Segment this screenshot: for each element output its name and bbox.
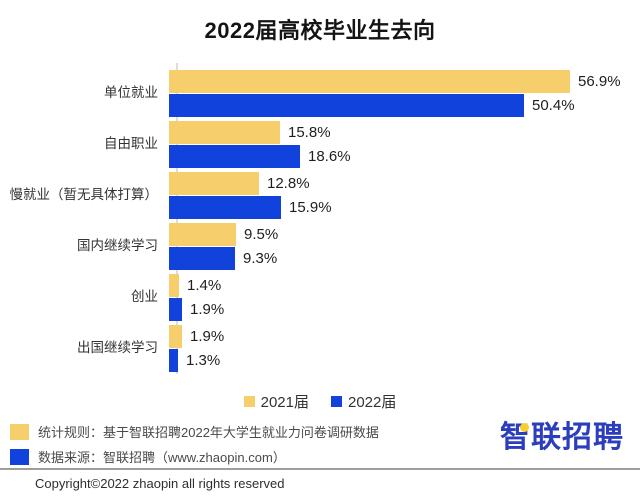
zhaopin-logo: 智联招聘 — [500, 420, 624, 456]
category-label: 国内继续学习 — [77, 238, 158, 254]
legend-item-2022届: 2022届 — [331, 391, 396, 412]
legend-swatch-icon — [331, 396, 342, 407]
value-label: 1.9% — [190, 328, 225, 345]
legend-item-2021届: 2021届 — [243, 391, 309, 412]
value-label: 1.9% — [190, 301, 225, 318]
bar-chart-rows: 单位就业 56.9% 50.4% 自由职业 15.8% 18.6% 慢就业（暂无具体打算） 1… — [0, 70, 640, 372]
zhaopin-logo-text: 智联招聘 — [500, 421, 624, 454]
value-label: 15.9% — [289, 199, 332, 216]
footnote-item: 数据来源：智联招聘（www.zhaopin.com） — [10, 447, 379, 466]
bar-2021届 — [169, 274, 179, 297]
legend-swatch-icon — [243, 396, 255, 407]
chart-title: 2022届高校毕业生去向 — [204, 18, 436, 43]
chart-legend: 2021届 2022届 — [0, 391, 640, 412]
bar-line: 1.3% — [169, 349, 224, 372]
bar-line: 9.5% — [169, 223, 278, 246]
bar-line: 1.9% — [169, 298, 224, 321]
bar-line: 15.8% — [169, 121, 351, 144]
bar-2021届 — [169, 325, 182, 348]
bar-line: 9.3% — [169, 247, 278, 270]
footnote-text: 统计规则：基于智联招聘2022年大学生就业力问卷调研数据 — [38, 425, 379, 440]
category-label: 单位就业 — [104, 85, 158, 101]
value-label: 15.8% — [288, 124, 331, 141]
bar-group: 12.8% 15.9% — [167, 172, 332, 219]
bar-2021届 — [169, 223, 236, 246]
footnotes: 统计规则：基于智联招聘2022年大学生就业力问卷调研数据 数据来源：智联招聘（ww… — [10, 422, 379, 472]
category-label: 慢就业（暂无具体打算） — [9, 187, 159, 203]
chart-row: 慢就业（暂无具体打算） 12.8% 15.9% — [0, 172, 640, 219]
bar-2022届 — [169, 145, 300, 168]
bar-group: 56.9% 50.4% — [167, 70, 621, 117]
bar-group: 1.9% 1.3% — [167, 325, 224, 372]
value-label: 1.3% — [186, 352, 221, 369]
bar-2022届 — [169, 298, 182, 321]
bar-line: 1.9% — [169, 325, 224, 348]
bar-line: 56.9% — [169, 70, 621, 93]
blue-square-icon — [10, 448, 29, 465]
chart-row: 出国继续学习 1.9% 1.3% — [0, 325, 640, 372]
value-label: 50.4% — [532, 97, 575, 114]
bar-group: 1.4% 1.9% — [167, 274, 224, 321]
value-label: 56.9% — [578, 73, 621, 90]
bar-line: 12.8% — [169, 172, 332, 195]
bar-line: 1.4% — [169, 274, 224, 297]
copyright-text: Copyright©2022 zhaopin all rights reserv… — [35, 476, 285, 491]
bar-2022届 — [169, 247, 235, 270]
category-label: 自由职业 — [104, 136, 158, 152]
category-label: 创业 — [131, 289, 158, 305]
footnote-item: 统计规则：基于智联招聘2022年大学生就业力问卷调研数据 — [10, 422, 379, 441]
category-label: 出国继续学习 — [77, 340, 158, 356]
chart-row: 单位就业 56.9% 50.4% — [0, 70, 640, 117]
bar-line: 50.4% — [169, 94, 621, 117]
footer-divider — [0, 468, 640, 470]
bar-2021届 — [169, 70, 570, 93]
value-label: 9.5% — [244, 226, 279, 243]
bar-2022届 — [169, 196, 281, 219]
bar-2022届 — [169, 94, 524, 117]
bar-group: 15.8% 18.6% — [167, 121, 351, 168]
bar-line: 15.9% — [169, 196, 332, 219]
footnote-text: 数据来源：智联招聘（www.zhaopin.com） — [38, 450, 286, 465]
logo-yellow-dot-icon — [520, 423, 529, 432]
legend-label: 2022届 — [348, 394, 397, 411]
yellow-square-icon — [10, 423, 29, 440]
value-label: 12.8% — [267, 175, 310, 192]
chart-row: 创业 1.4% 1.9% — [0, 274, 640, 321]
value-label: 18.6% — [308, 148, 351, 165]
chart-row: 自由职业 15.8% 18.6% — [0, 121, 640, 168]
bar-group: 9.5% 9.3% — [167, 223, 278, 270]
bar-2021届 — [169, 121, 280, 144]
value-label: 9.3% — [243, 250, 278, 267]
value-label: 1.4% — [187, 277, 222, 294]
bar-2022届 — [169, 349, 178, 372]
bar-2021届 — [169, 172, 259, 195]
chart-row: 国内继续学习 9.5% 9.3% — [0, 223, 640, 270]
bar-line: 18.6% — [169, 145, 351, 168]
legend-label: 2021届 — [260, 394, 309, 411]
bar-chart: 单位就业 56.9% 50.4% 自由职业 15.8% 18.6% 慢就业（暂无具体打算） 1… — [0, 63, 640, 374]
